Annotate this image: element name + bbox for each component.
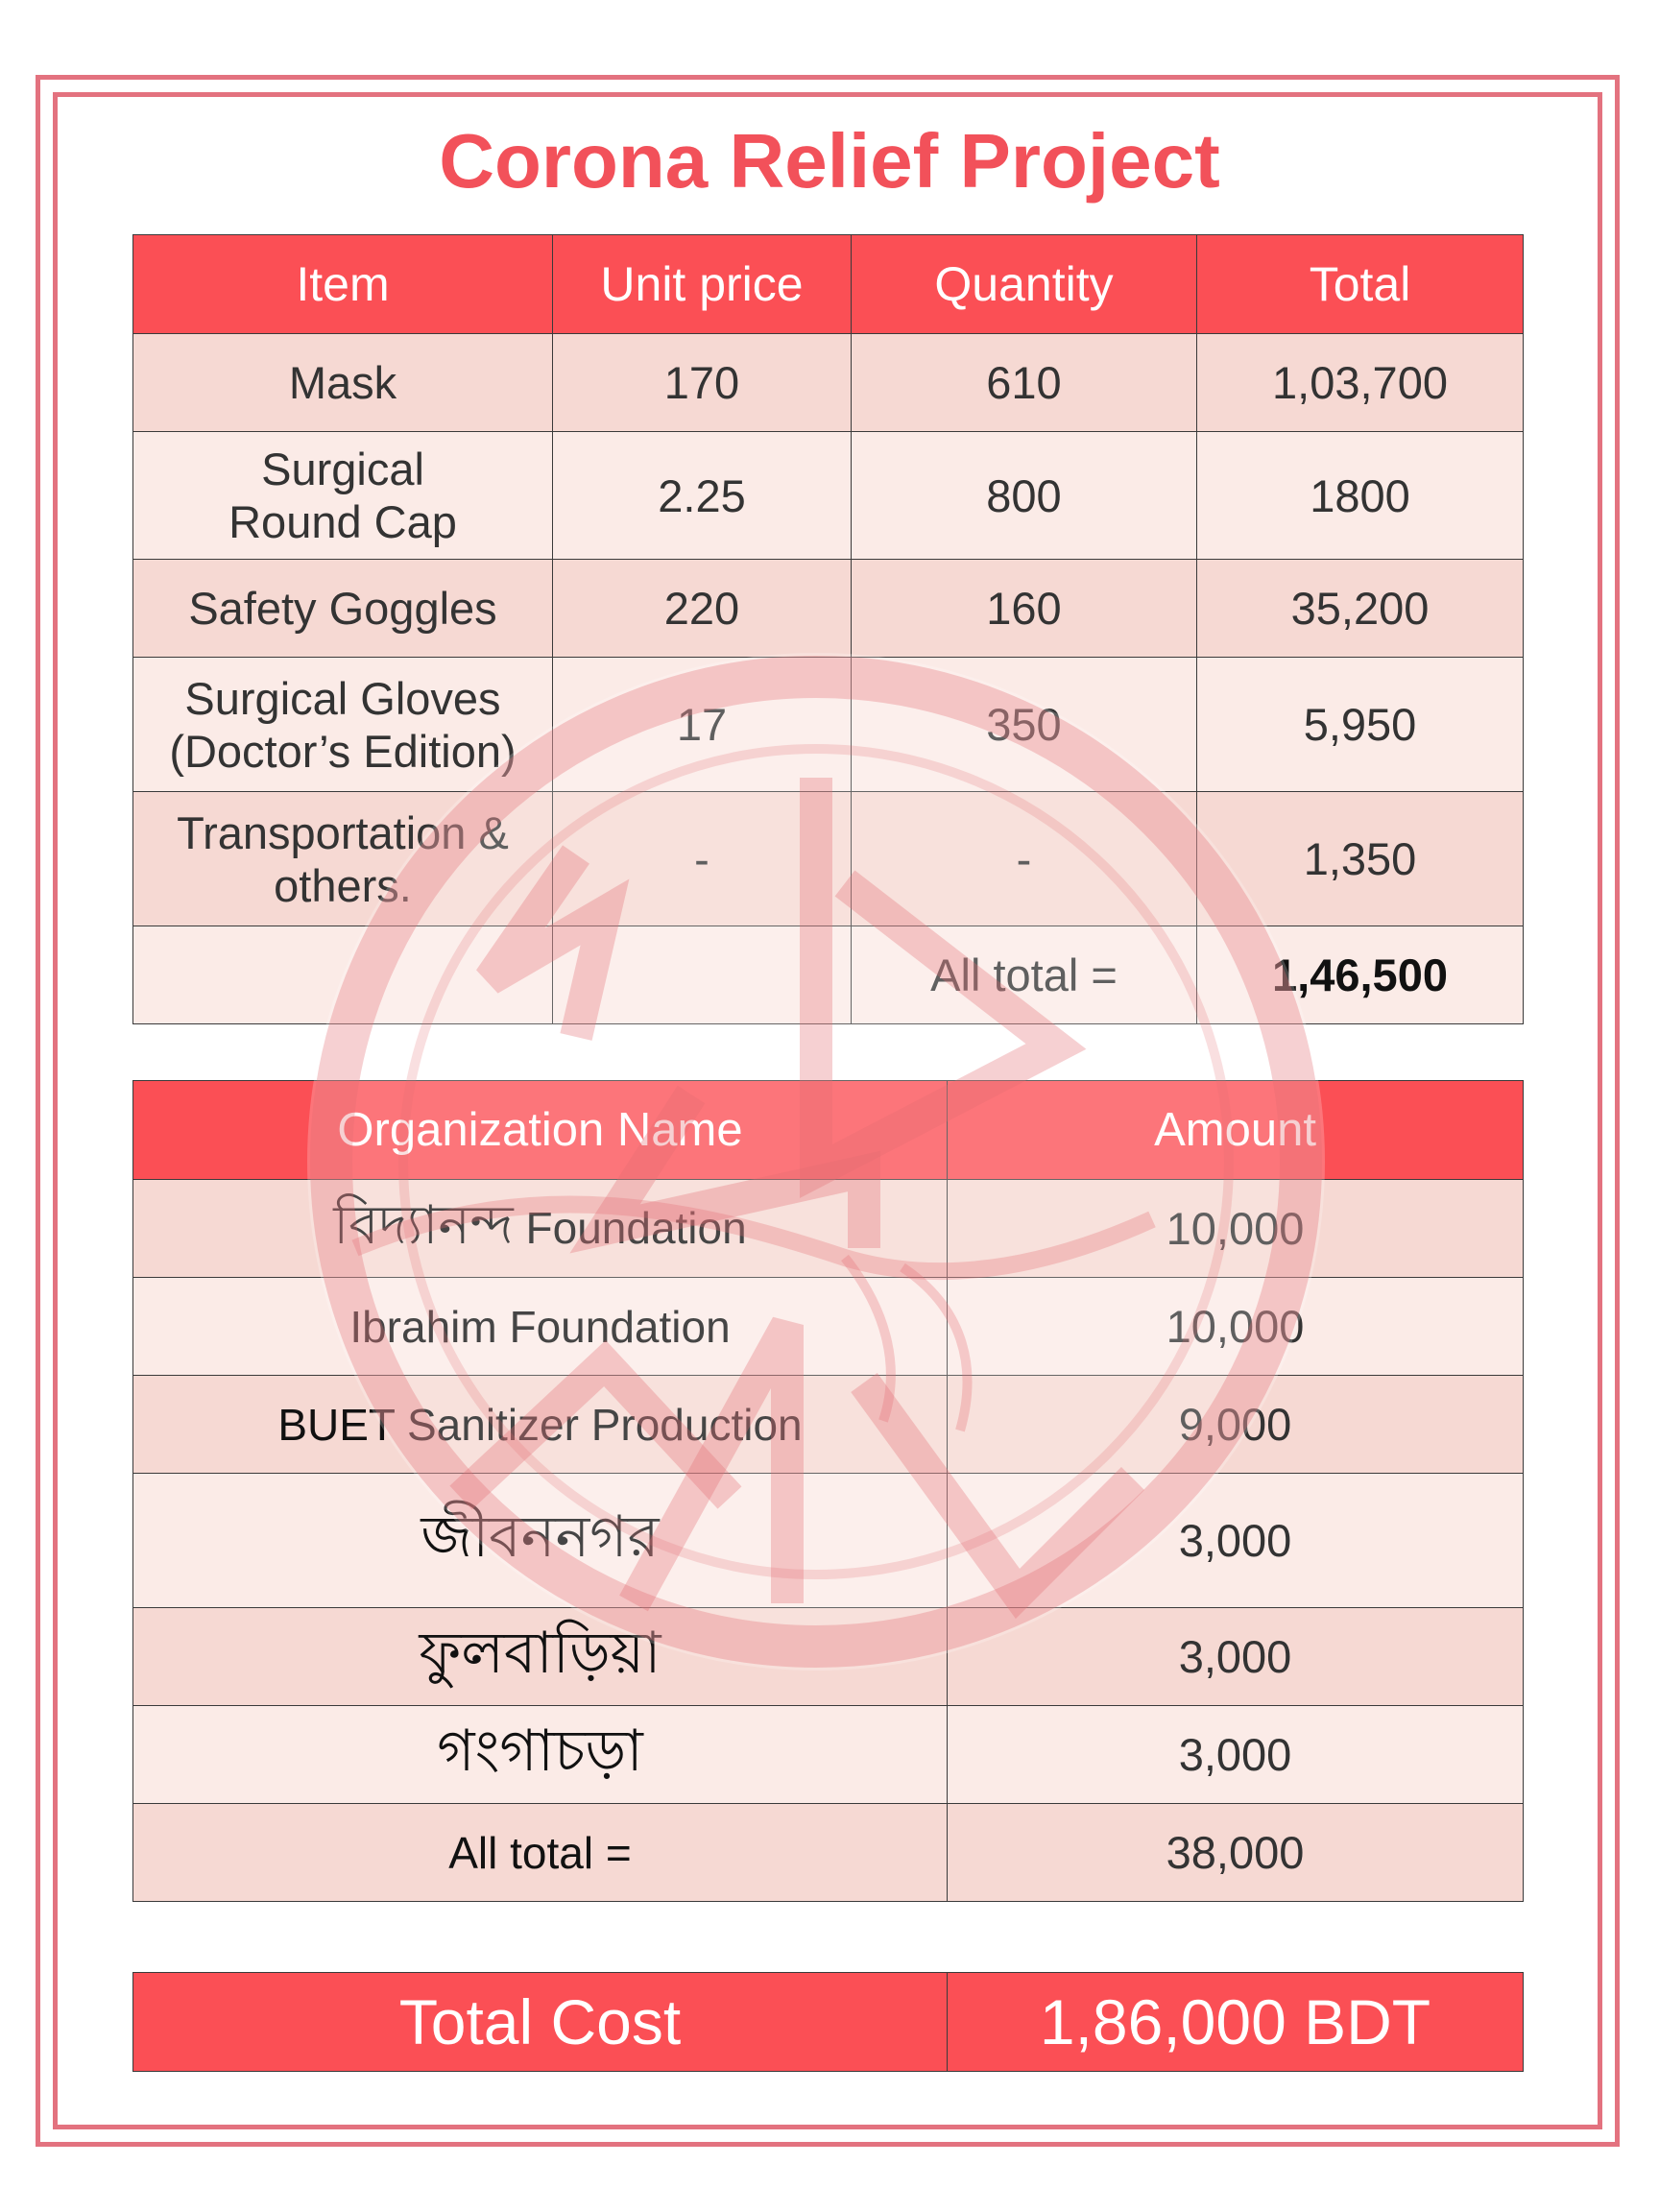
total-cost-label: Total Cost [132, 1972, 948, 2072]
item-name: Transportation & others. [132, 791, 553, 926]
items-header-row: Item Unit price Quantity Total [132, 234, 1524, 334]
organization-name: ফুলবাড়িয়া [132, 1607, 948, 1706]
organization-name: Ibrahim Foundation [132, 1277, 948, 1376]
table-row: Surgical Round Cap 2.25 800 1800 [132, 431, 1524, 560]
all-total-label: All total = [132, 1803, 948, 1902]
empty-cell [132, 926, 553, 1024]
item-name-line: Surgical [261, 444, 424, 494]
quantity: - [851, 791, 1197, 926]
orgs-all-total-row: All total = 38,000 [132, 1803, 1524, 1902]
header-item: Item [132, 234, 553, 334]
row-total: 1,03,700 [1196, 333, 1524, 432]
unit-price: 2.25 [552, 431, 852, 560]
table-row: বিদ্যানন্দ Foundation 10,000 [132, 1179, 1524, 1278]
unit-price: - [552, 791, 852, 926]
quantity: 800 [851, 431, 1197, 560]
amount: 9,000 [947, 1375, 1524, 1474]
header-total: Total [1196, 234, 1524, 334]
organization-name-bn: বিদ্যানন্দ [333, 1193, 514, 1257]
item-name: Safety Goggles [132, 559, 553, 658]
table-row: Transportation & others. - - 1,350 [132, 791, 1524, 926]
header-organization-name: Organization Name [132, 1080, 948, 1180]
amount: 3,000 [947, 1607, 1524, 1706]
table-row: গংগাচড়া 3,000 [132, 1705, 1524, 1804]
item-name-line: Surgical Gloves [184, 672, 501, 724]
amount: 3,000 [947, 1473, 1524, 1608]
total-cost-value: 1,86,000 BDT [947, 1972, 1524, 2072]
item-name: Surgical Gloves (Doctor’s Edition) [132, 657, 553, 792]
table-row: Ibrahim Foundation 10,000 [132, 1277, 1524, 1376]
table-row: জীবননগর 3,000 [132, 1473, 1524, 1608]
header-unit-price: Unit price [552, 234, 852, 334]
organization-name: BUET Sanitizer Production [132, 1375, 948, 1474]
unit-price: 17 [552, 657, 852, 792]
empty-cell [552, 926, 852, 1024]
organizations-table: Organization Name Amount বিদ্যানন্দ Foun… [132, 1080, 1524, 1902]
page-title: Corona Relief Project [439, 118, 1220, 204]
amount: 3,000 [947, 1705, 1524, 1804]
item-name-line: others. [274, 859, 412, 911]
row-total: 1800 [1196, 431, 1524, 560]
unit-price: 220 [552, 559, 852, 658]
orgs-header-row: Organization Name Amount [132, 1080, 1524, 1180]
page-border-outer [36, 75, 1620, 2147]
row-total: 5,950 [1196, 657, 1524, 792]
quantity: 610 [851, 333, 1197, 432]
row-total: 1,350 [1196, 791, 1524, 926]
unit-price: 170 [552, 333, 852, 432]
header-quantity: Quantity [851, 234, 1197, 334]
amount: 10,000 [947, 1277, 1524, 1376]
organization-name: বিদ্যানন্দ Foundation [132, 1179, 948, 1278]
total-cost-row: Total Cost 1,86,000 BDT [132, 1972, 1524, 2072]
all-total-value: 1,46,500 [1196, 926, 1524, 1024]
item-name-line: Round Cap [228, 496, 457, 547]
item-name: Mask [132, 333, 553, 432]
item-name-line: Transportation & [177, 806, 509, 858]
amount: 10,000 [947, 1179, 1524, 1278]
table-row: ফুলবাড়িয়া 3,000 [132, 1607, 1524, 1706]
all-total-label: All total = [851, 926, 1197, 1024]
quantity: 350 [851, 657, 1197, 792]
header-amount: Amount [947, 1080, 1524, 1180]
quantity: 160 [851, 559, 1197, 658]
table-row: Safety Goggles 220 160 35,200 [132, 559, 1524, 658]
table-row: BUET Sanitizer Production 9,000 [132, 1375, 1524, 1474]
table-row: Mask 170 610 1,03,700 [132, 333, 1524, 432]
items-table: Item Unit price Quantity Total Mask 170 … [132, 234, 1524, 1024]
row-total: 35,200 [1196, 559, 1524, 658]
organization-name: গংগাচড়া [132, 1705, 948, 1804]
items-all-total-row: All total = 1,46,500 [132, 926, 1524, 1024]
item-name-line: (Doctor’s Edition) [169, 725, 517, 777]
organization-name-en: Foundation [525, 1202, 747, 1253]
organization-name: জীবননগর [132, 1473, 948, 1608]
page-border-inner [53, 92, 1602, 2129]
all-total-value: 38,000 [947, 1803, 1524, 1902]
item-name: Surgical Round Cap [132, 431, 553, 560]
total-cost-table: Total Cost 1,86,000 BDT [132, 1972, 1524, 2072]
table-row: Surgical Gloves (Doctor’s Edition) 17 35… [132, 657, 1524, 792]
